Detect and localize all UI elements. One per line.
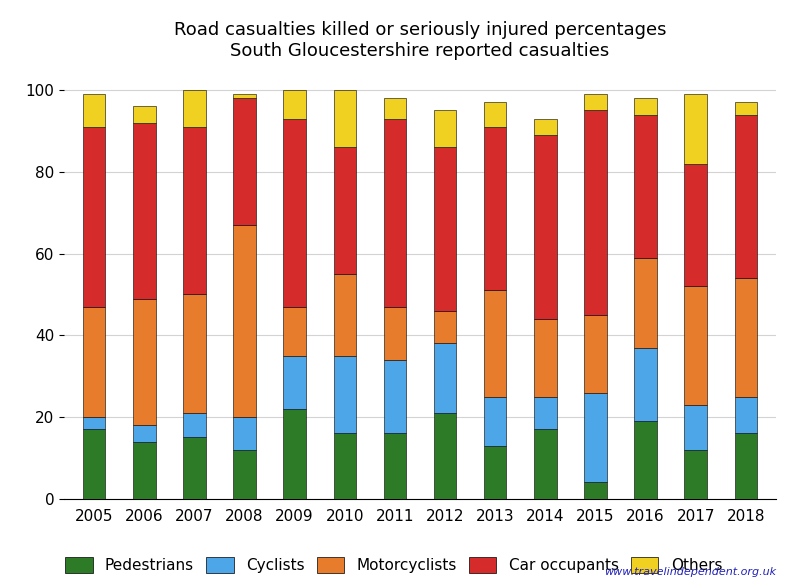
- Bar: [734, 115, 757, 278]
- Bar: [534, 119, 557, 135]
- Bar: [634, 115, 657, 258]
- Bar: [283, 90, 306, 119]
- Bar: [234, 98, 256, 225]
- Bar: [334, 147, 356, 274]
- Bar: [83, 307, 106, 417]
- Bar: [584, 393, 606, 483]
- Bar: [534, 135, 557, 319]
- Bar: [534, 429, 557, 499]
- Bar: [634, 258, 657, 347]
- Bar: [434, 110, 456, 147]
- Legend: Pedestrians, Cyclists, Motorcyclists, Car occupants, Others: Pedestrians, Cyclists, Motorcyclists, Ca…: [58, 549, 730, 580]
- Bar: [283, 356, 306, 409]
- Bar: [734, 102, 757, 115]
- Bar: [183, 127, 206, 295]
- Bar: [484, 397, 506, 445]
- Bar: [133, 106, 155, 123]
- Bar: [283, 307, 306, 356]
- Bar: [685, 164, 707, 287]
- Bar: [634, 421, 657, 499]
- Bar: [133, 425, 155, 441]
- Bar: [484, 127, 506, 291]
- Bar: [434, 413, 456, 499]
- Bar: [283, 409, 306, 499]
- Bar: [183, 295, 206, 413]
- Bar: [83, 417, 106, 429]
- Bar: [334, 274, 356, 356]
- Bar: [384, 98, 406, 119]
- Bar: [434, 147, 456, 311]
- Bar: [584, 483, 606, 499]
- Bar: [283, 119, 306, 307]
- Bar: [384, 433, 406, 499]
- Bar: [334, 433, 356, 499]
- Bar: [133, 299, 155, 425]
- Bar: [83, 429, 106, 499]
- Bar: [734, 278, 757, 397]
- Bar: [183, 413, 206, 437]
- Bar: [685, 94, 707, 164]
- Bar: [734, 433, 757, 499]
- Title: Road casualties killed or seriously injured percentages
South Gloucestershire re: Road casualties killed or seriously inju…: [174, 21, 666, 60]
- Bar: [83, 94, 106, 127]
- Bar: [133, 123, 155, 299]
- Text: www.travelindependent.org.uk: www.travelindependent.org.uk: [604, 567, 776, 577]
- Bar: [83, 127, 106, 307]
- Bar: [685, 405, 707, 450]
- Bar: [384, 307, 406, 360]
- Bar: [234, 417, 256, 450]
- Bar: [584, 94, 606, 110]
- Bar: [484, 445, 506, 499]
- Bar: [384, 119, 406, 307]
- Bar: [133, 441, 155, 499]
- Bar: [634, 98, 657, 115]
- Bar: [534, 319, 557, 397]
- Bar: [183, 90, 206, 127]
- Bar: [685, 450, 707, 499]
- Bar: [234, 225, 256, 417]
- Bar: [234, 450, 256, 499]
- Bar: [584, 315, 606, 393]
- Bar: [334, 90, 356, 147]
- Bar: [384, 360, 406, 433]
- Bar: [484, 291, 506, 397]
- Bar: [634, 347, 657, 421]
- Bar: [183, 437, 206, 499]
- Bar: [734, 397, 757, 433]
- Bar: [334, 356, 356, 433]
- Bar: [534, 397, 557, 429]
- Bar: [434, 343, 456, 413]
- Bar: [584, 110, 606, 315]
- Bar: [685, 287, 707, 405]
- Bar: [484, 102, 506, 127]
- Bar: [234, 94, 256, 98]
- Bar: [434, 311, 456, 343]
